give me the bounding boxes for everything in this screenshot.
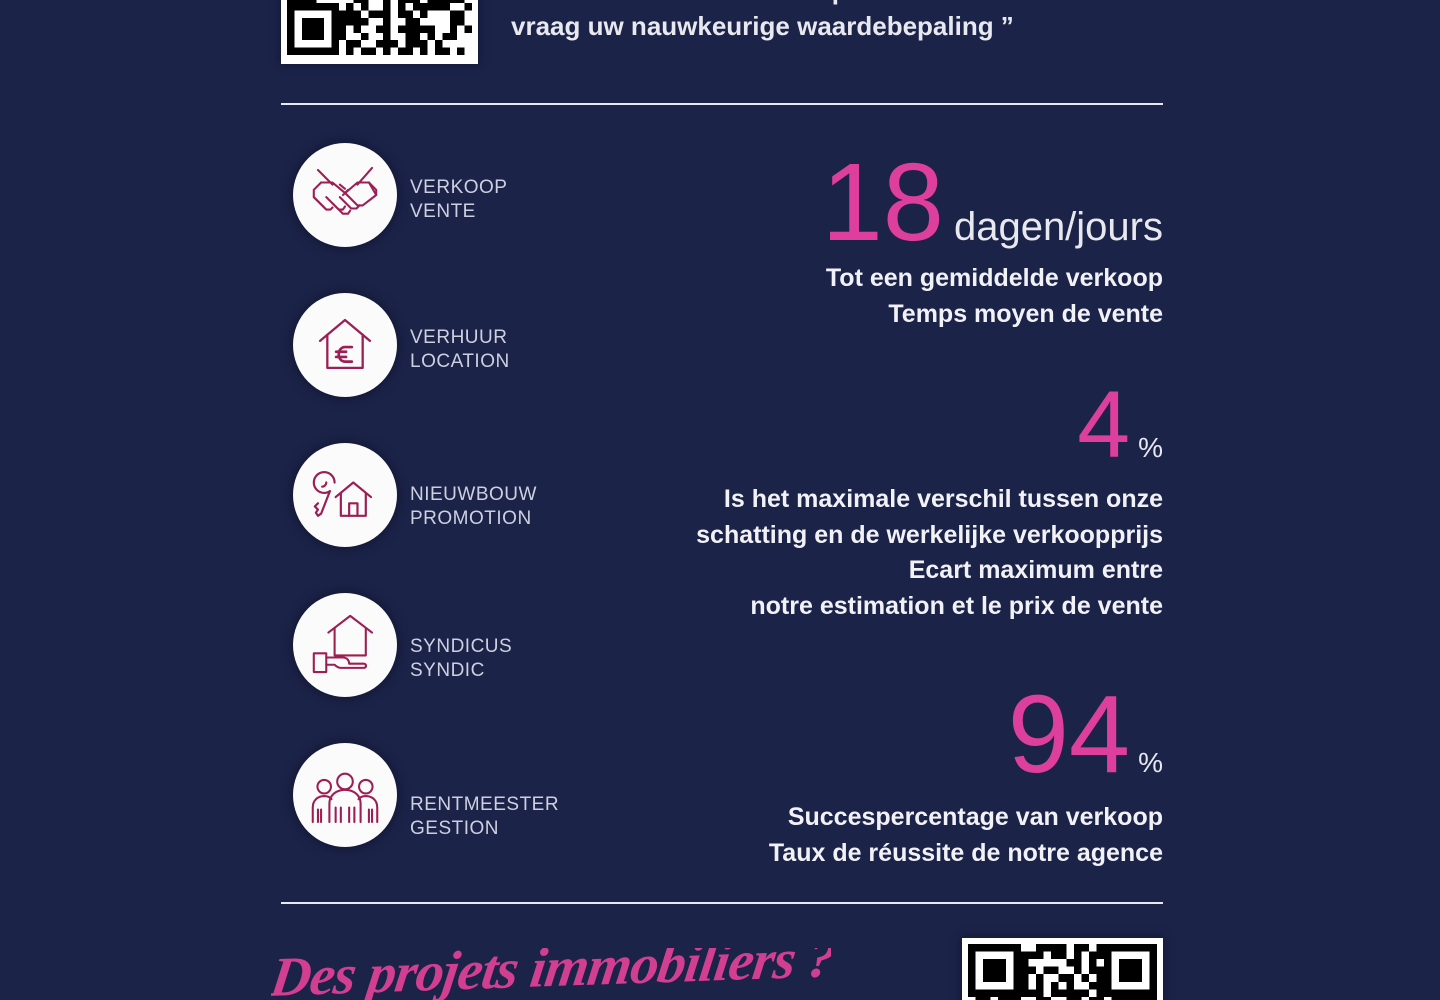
svg-text:Des projets immobiliers ?: Des projets immobiliers ? [271,948,831,1000]
